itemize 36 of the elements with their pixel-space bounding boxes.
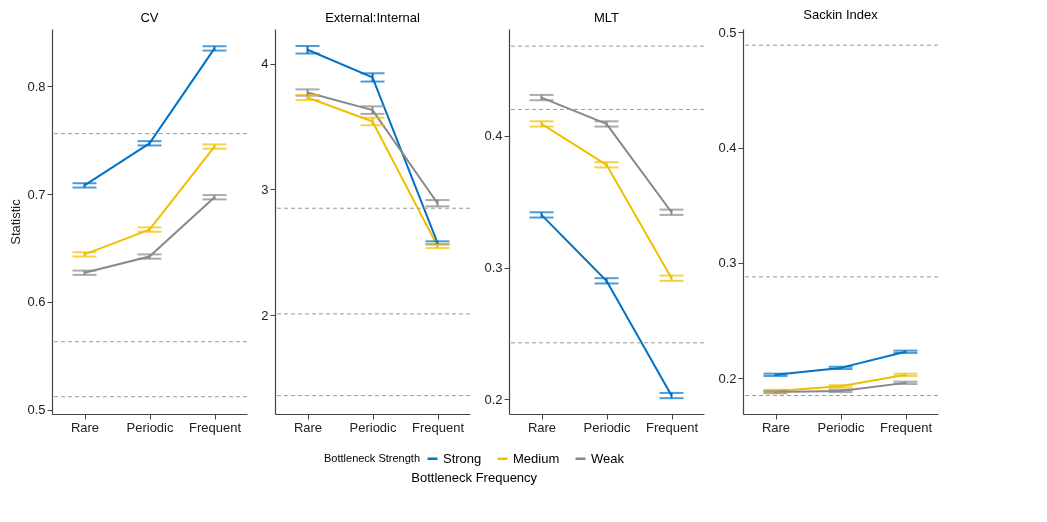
y-tick-label: 0.4 bbox=[484, 128, 503, 144]
y-tick-label: 0.3 bbox=[718, 255, 737, 271]
y-tick-label: 3 bbox=[261, 181, 269, 197]
y-axis-title: Statistic bbox=[8, 198, 24, 245]
chart-title: External:Internal bbox=[325, 10, 420, 25]
x-tick-label: Rare bbox=[761, 419, 791, 435]
legend-label: Strong bbox=[443, 450, 482, 466]
y-tick-label: 0.2 bbox=[484, 392, 503, 407]
legend-label: Weak bbox=[591, 450, 625, 466]
x-tick-label: Rare bbox=[293, 419, 323, 435]
y-tick-label: 0.6 bbox=[27, 294, 46, 310]
y-tick-label: 2 bbox=[261, 307, 269, 323]
x-tick-label: Rare bbox=[527, 419, 557, 435]
x-tick-label: Frequent bbox=[188, 419, 242, 435]
x-tick-label: Periodic bbox=[583, 419, 631, 435]
y-tick-label: 0.5 bbox=[718, 24, 737, 40]
x-tick-label: Frequent bbox=[411, 419, 465, 435]
x-tick-label: Frequent bbox=[879, 419, 933, 435]
chart-title: CV bbox=[140, 10, 159, 25]
y-tick-label: 0.5 bbox=[27, 402, 46, 418]
y-tick-label: 0.4 bbox=[718, 140, 737, 156]
y-tick-label: 0.7 bbox=[27, 186, 46, 202]
legend-title: Bottleneck Strength bbox=[324, 452, 421, 464]
y-tick-label: 0.3 bbox=[484, 260, 503, 276]
y-tick-label: 0.8 bbox=[27, 78, 46, 94]
x-axis-title: Bottleneck Frequency bbox=[411, 470, 538, 485]
chart-title: Sackin Index bbox=[803, 7, 879, 23]
chart-title: MLT bbox=[593, 10, 620, 25]
y-tick-label: 4 bbox=[261, 56, 269, 72]
x-tick-label: Periodic bbox=[126, 419, 174, 435]
y-tick-label: 0.2 bbox=[718, 370, 737, 386]
x-tick-label: Frequent bbox=[645, 419, 699, 435]
x-tick-label: Periodic bbox=[817, 419, 865, 435]
x-tick-label: Periodic bbox=[349, 419, 397, 435]
x-tick-label: Rare bbox=[70, 419, 100, 435]
legend-label: Medium bbox=[513, 450, 560, 466]
